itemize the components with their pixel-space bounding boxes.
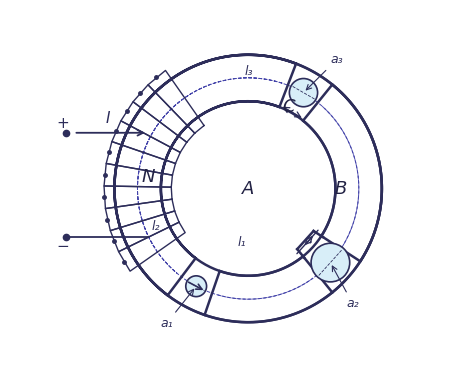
Text: +: + [56,116,69,131]
Text: I: I [105,112,109,127]
Text: l₃: l₃ [245,65,253,78]
Text: a₂: a₂ [332,266,359,310]
Text: A: A [242,179,255,198]
Circle shape [311,243,350,282]
Circle shape [289,78,318,107]
Text: B: B [335,179,347,198]
Text: C: C [283,98,295,116]
Text: a₁: a₁ [160,290,194,330]
Text: l₂: l₂ [152,220,160,233]
Text: −: − [56,239,69,254]
Text: a₃: a₃ [306,53,343,90]
Text: N: N [141,169,155,186]
Circle shape [186,276,207,297]
Text: l₁: l₁ [237,236,246,249]
